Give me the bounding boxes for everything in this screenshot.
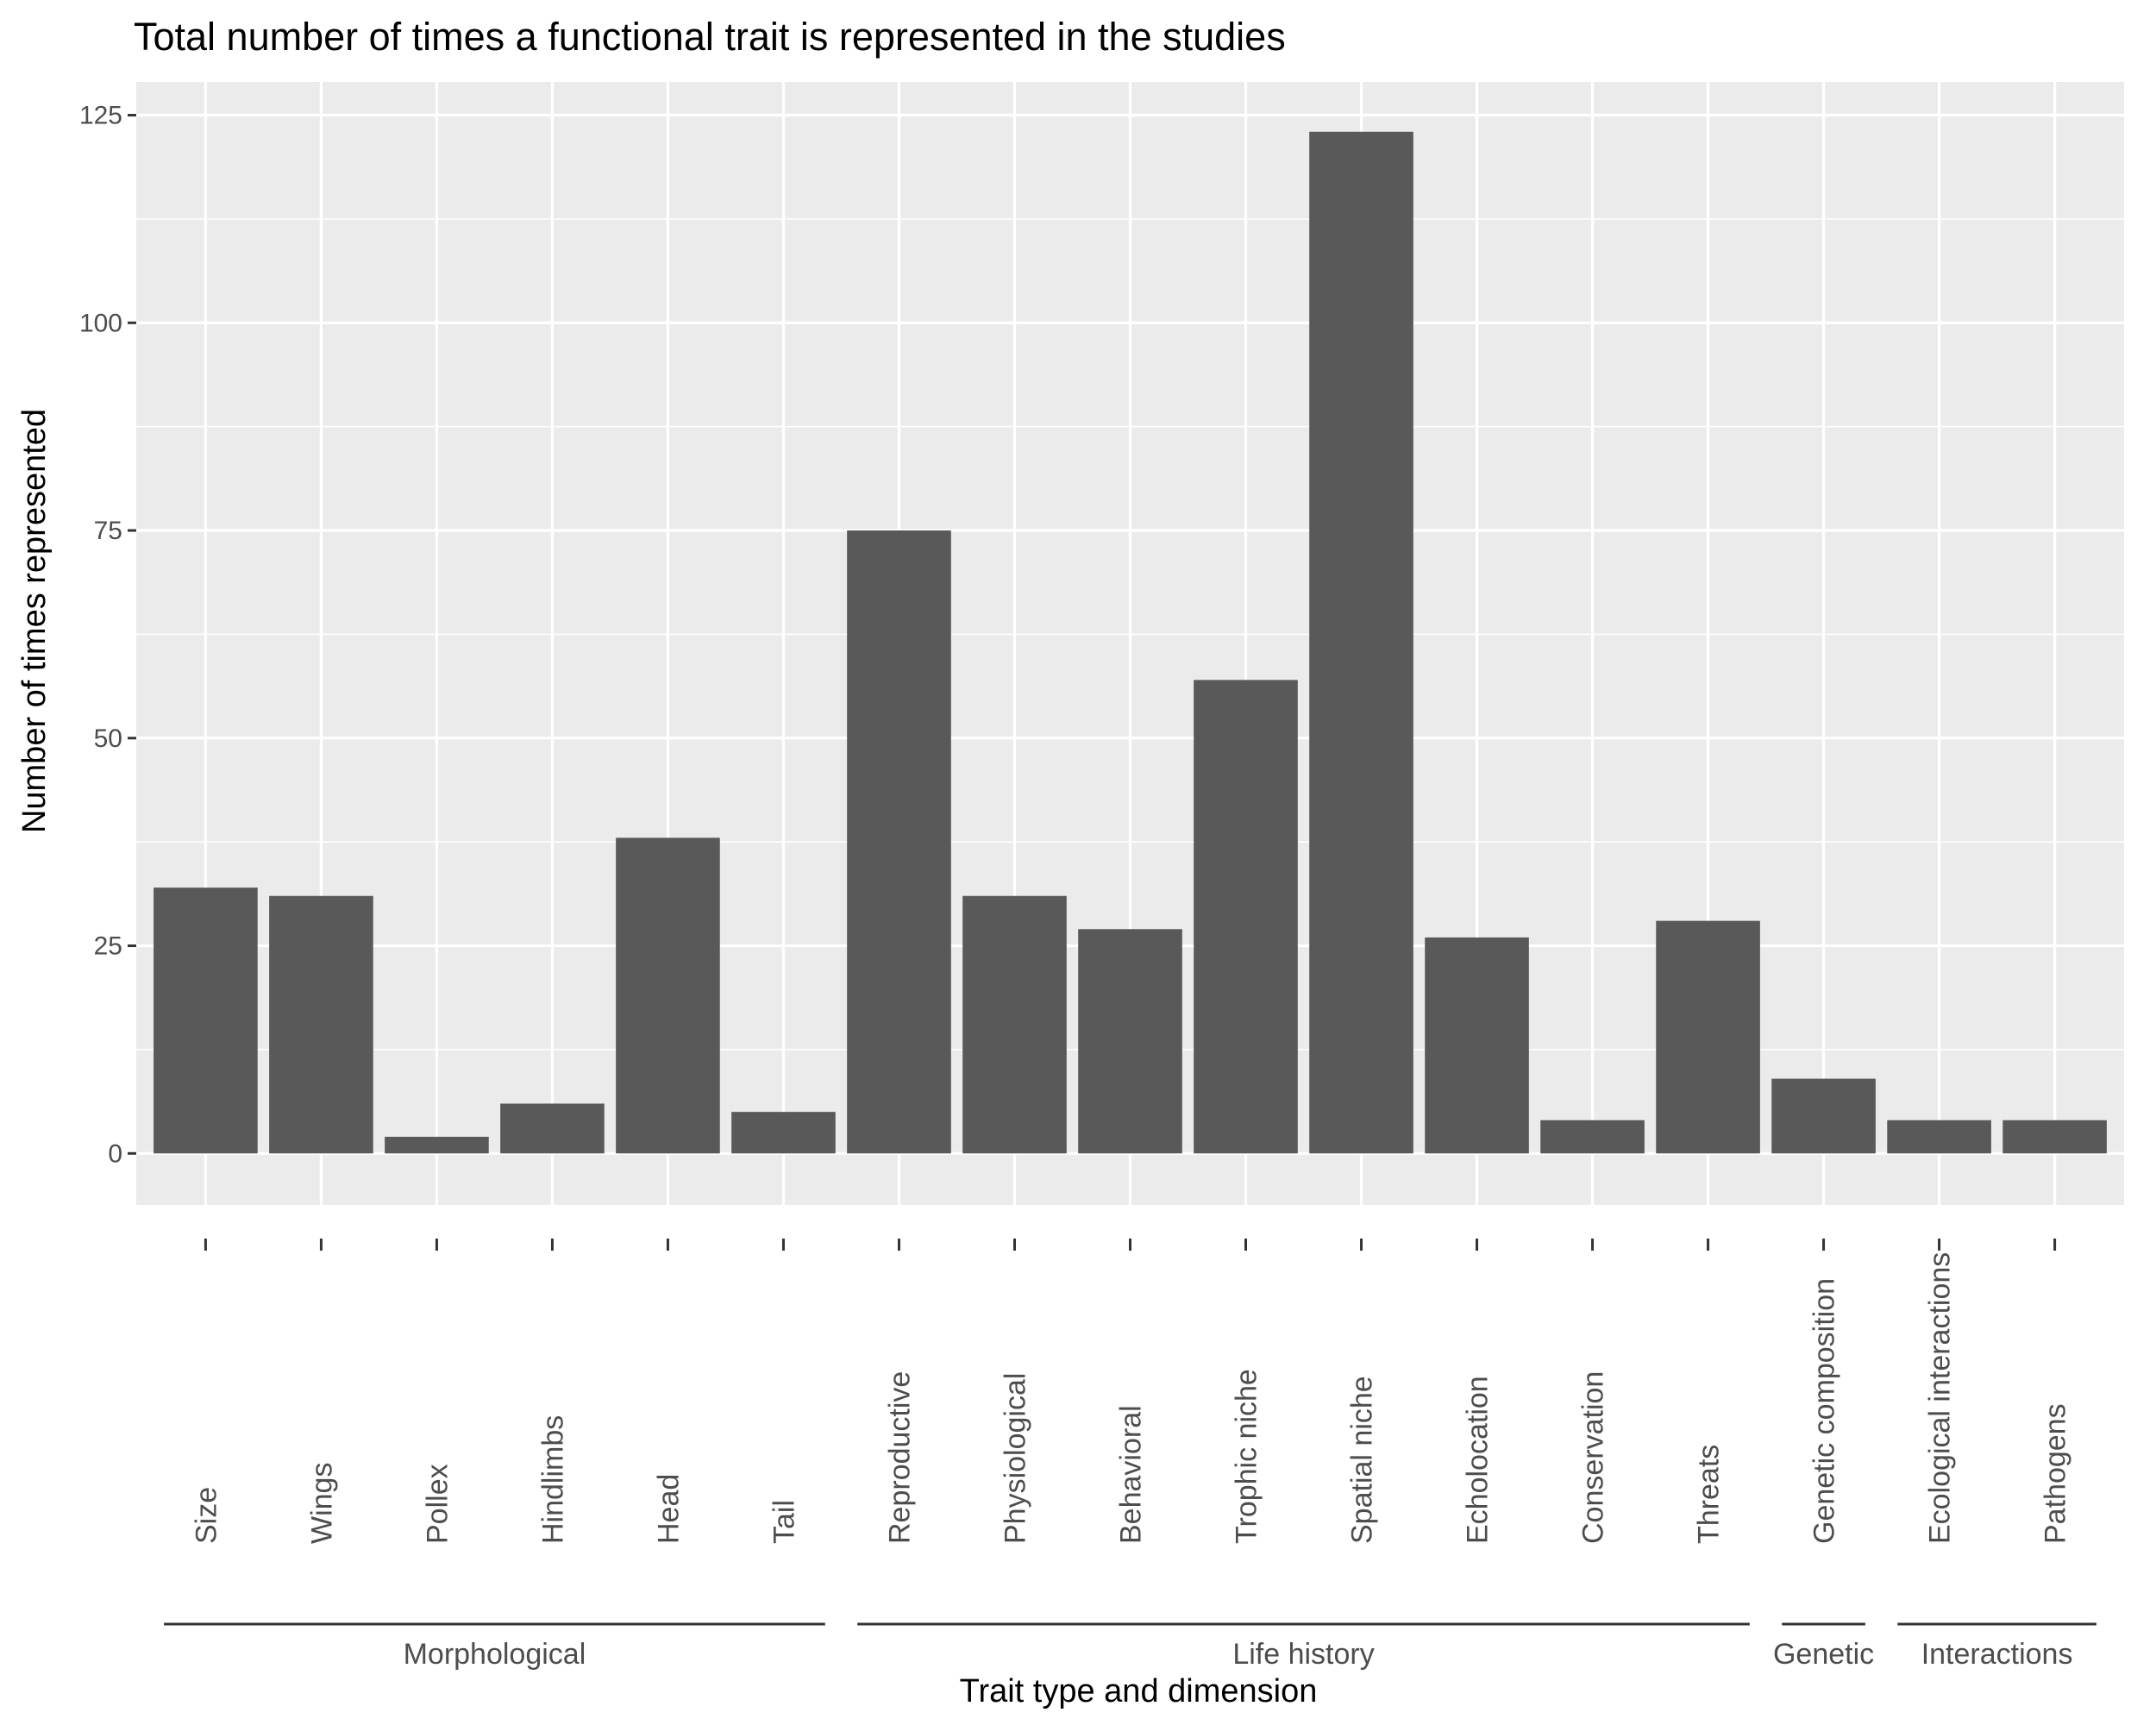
group-label: Life history	[1232, 1638, 1374, 1671]
x-tick-label: Echolocation	[1462, 1376, 1495, 1544]
group-label: Morphological	[404, 1638, 586, 1671]
bar-conservation	[1540, 1120, 1645, 1154]
bar-spatial-niche	[1309, 131, 1413, 1154]
x-tick-label: Behavioral	[1115, 1405, 1148, 1544]
bars	[154, 131, 2107, 1154]
x-tick-label: Physiological	[999, 1373, 1031, 1544]
bar-reproductive	[847, 530, 951, 1154]
y-tick-label: 25	[94, 932, 122, 961]
x-tick-label: Reproductive	[883, 1371, 916, 1544]
x-tick-label: Tail	[768, 1500, 800, 1544]
bar-behavioral	[1078, 929, 1182, 1154]
x-tick-label: Pathogens	[2040, 1403, 2072, 1544]
bar-hindlimbs	[500, 1103, 605, 1154]
y-axis-ticks: 0 25 50 75 100 125	[79, 102, 136, 1168]
group-label: Interactions	[1921, 1638, 2073, 1671]
x-tick-label: Ecological interactions	[1924, 1252, 1957, 1544]
x-tick-label: Pollex	[421, 1464, 454, 1544]
x-tick-label: Threats	[1693, 1445, 1726, 1544]
y-tick-label: 75	[94, 517, 122, 545]
x-axis-ticks: Size Wings Pollex Hindlimbs Head Tail Reproduc…	[190, 1239, 2072, 1544]
y-tick-label: 100	[79, 309, 122, 337]
bar-wings	[269, 895, 373, 1154]
chart-title: Total number of times a functional trait…	[134, 15, 1286, 59]
bar-echolocation	[1425, 937, 1529, 1154]
y-axis-title: Number of times represented	[16, 409, 53, 833]
bar-pollex	[385, 1137, 489, 1154]
x-tick-label: Wings	[305, 1463, 338, 1544]
y-tick-label: 0	[108, 1139, 122, 1168]
group-label: Genetic	[1773, 1638, 1874, 1671]
bar-tail	[731, 1112, 836, 1154]
bar-threats	[1656, 920, 1760, 1154]
x-tick-label: Conservation	[1577, 1371, 1610, 1544]
bar-size	[154, 888, 258, 1154]
x-tick-label: Size	[190, 1487, 222, 1544]
x-tick-label: Genetic composition	[1808, 1278, 1841, 1544]
bar-head	[616, 837, 720, 1154]
bar-genetic-composition	[1771, 1078, 1876, 1154]
bar-physiological	[962, 895, 1067, 1154]
bar-pathogens	[2002, 1120, 2107, 1154]
x-tick-label: Head	[652, 1474, 685, 1544]
bar-trophic-niche	[1194, 680, 1298, 1154]
x-axis-title: Trait type and dimension	[960, 1673, 1318, 1709]
y-tick-label: 125	[79, 102, 122, 130]
bar-ecological-interactions	[1887, 1120, 1991, 1154]
x-tick-label: Trophic niche	[1231, 1369, 1263, 1544]
trait-type-groups: Morphological Life history Genetic Interact…	[164, 1622, 2096, 1671]
x-tick-label: Spatial niche	[1346, 1376, 1379, 1544]
x-tick-label: Hindlimbs	[536, 1415, 569, 1544]
y-tick-label: 50	[94, 724, 122, 753]
